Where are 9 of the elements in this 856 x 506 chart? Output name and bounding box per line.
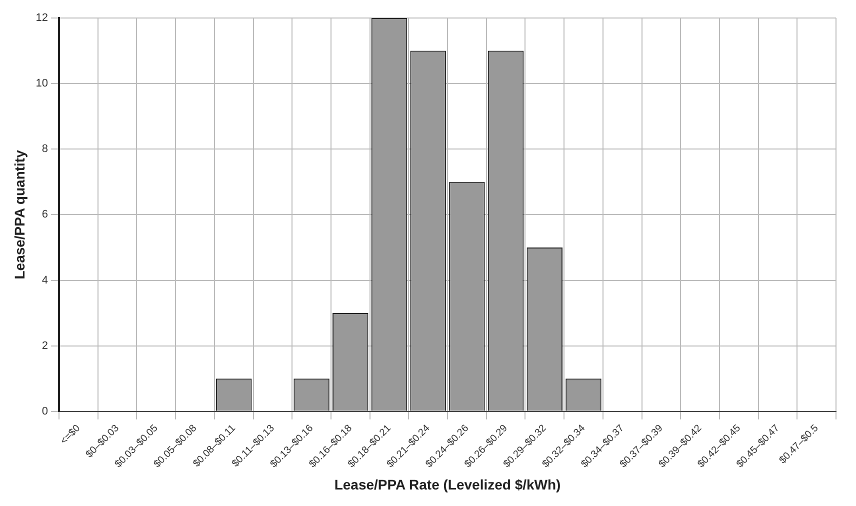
x-axis-title: Lease/PPA Rate (Levelized $/kWh) (334, 476, 561, 492)
y-axis-title: Lease/PPA quantity (11, 150, 28, 280)
y-tick-label: 6 (42, 208, 48, 221)
y-tick-label: 10 (36, 78, 48, 90)
y-tick-label: 2 (42, 340, 48, 352)
y-tick-label: 0 (42, 405, 48, 418)
y-tick-label: 4 (42, 274, 48, 286)
y-tick-label: 12 (36, 12, 48, 24)
y-tick-label: 8 (42, 143, 48, 156)
